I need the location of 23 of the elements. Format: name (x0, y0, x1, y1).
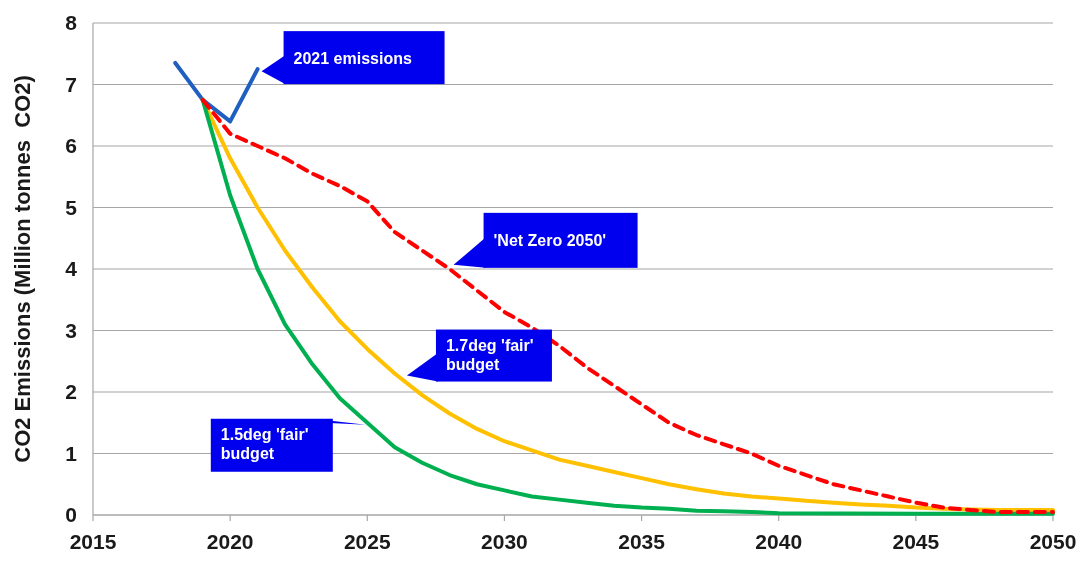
x-tick-label: 2045 (892, 530, 940, 553)
y-tick-label: 3 (65, 318, 77, 342)
y-tick-label: 0 (65, 503, 77, 526)
y-tick-label: 5 (65, 195, 78, 219)
line-series (173, 60, 260, 124)
y-tick-label: 8 (65, 11, 78, 34)
annotation: 'Net Zero 2050' (493, 232, 607, 250)
y-axis-title: CO2 Emissions (Million tonnes CO2) (10, 75, 35, 463)
annotation: 2021 emissions (293, 49, 412, 67)
y-tick-label: 4 (65, 257, 78, 280)
y-tick-label: 6 (65, 134, 77, 157)
x-tick-label: 2020 (206, 530, 254, 553)
y-tick-label: 2 (65, 380, 77, 403)
y-tick-label: 7 (65, 72, 77, 96)
x-tick-label: 2035 (618, 530, 666, 553)
x-tick-label: 2030 (481, 530, 528, 553)
x-tick-label: 2040 (755, 530, 803, 553)
annotation: 1.5deg 'fair' budget (220, 425, 309, 462)
x-tick-label: 2015 (69, 530, 117, 553)
y-tick-label: 1 (65, 441, 78, 465)
annotation: 1.7deg 'fair' budget (445, 336, 534, 373)
x-tick-label: 2050 (1029, 530, 1077, 553)
x-tick-label: 2025 (343, 530, 391, 553)
